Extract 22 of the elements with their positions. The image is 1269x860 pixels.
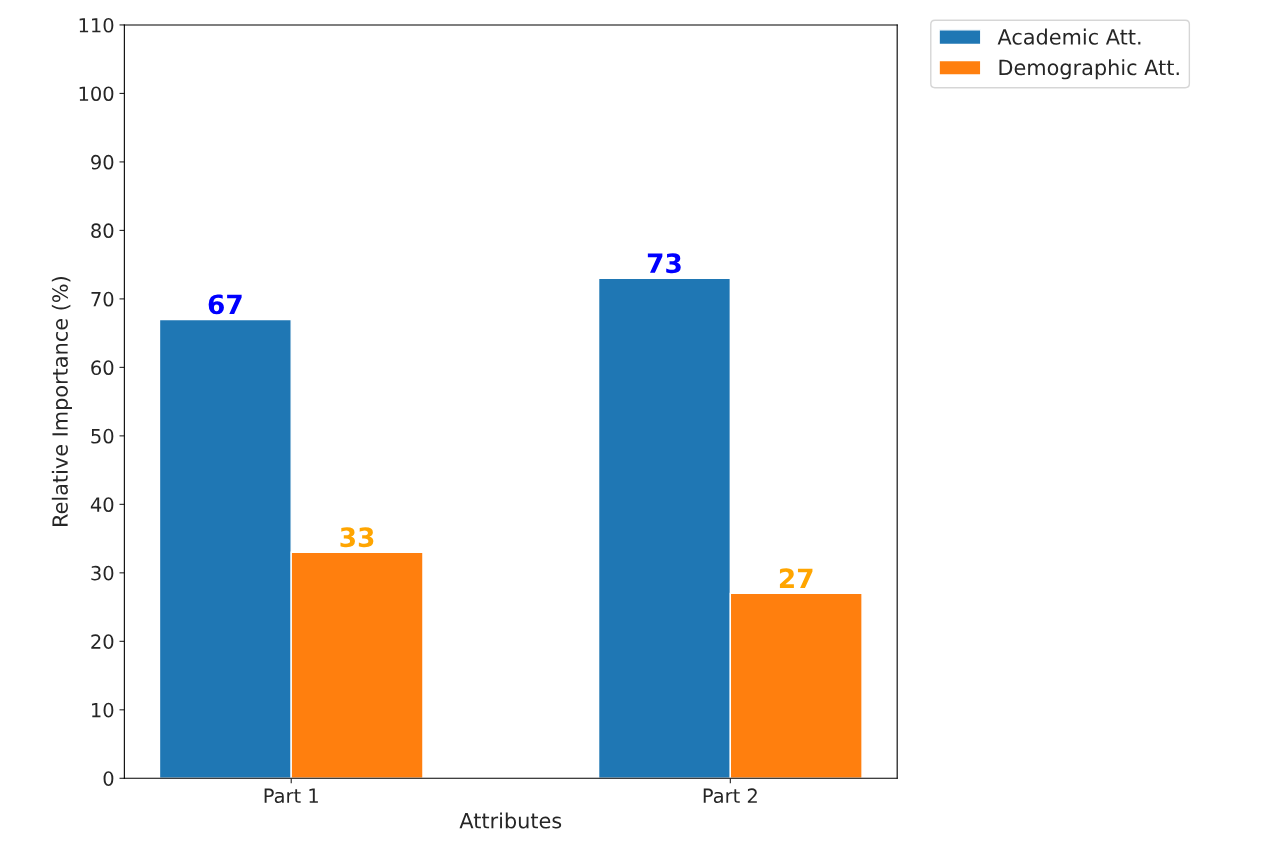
y-tick-label: 10 — [92, 702, 114, 718]
y-axis-title: Relative Importance (%) — [51, 277, 72, 526]
data-label: 73 — [647, 253, 681, 274]
y-tick-label: 20 — [91, 634, 114, 649]
y-tick-label: 100 — [79, 86, 114, 102]
y-tick-label: 30 — [91, 565, 114, 581]
data-label: 67 — [208, 294, 242, 315]
y-tick-label: 0 — [103, 771, 114, 786]
legend-label: Academic Att. — [997, 28, 1141, 45]
y-tick-label: 110 — [79, 17, 114, 33]
y-tick-label: 40 — [90, 497, 114, 513]
y-tick-label: 80 — [91, 223, 114, 239]
y-tick-label: 50 — [91, 428, 114, 444]
data-label: 27 — [779, 568, 813, 588]
y-tick-label: 60 — [91, 360, 114, 376]
y-tick-label: 70 — [91, 291, 114, 307]
x-tick-label: Part 1 — [264, 788, 318, 804]
x-axis-title: Attributes — [459, 812, 562, 829]
data-label: 33 — [340, 527, 374, 548]
y-tick-label: 90 — [91, 154, 114, 170]
x-tick-label: Part 2 — [703, 788, 757, 804]
legend-label: Demographic Att. — [999, 59, 1179, 80]
